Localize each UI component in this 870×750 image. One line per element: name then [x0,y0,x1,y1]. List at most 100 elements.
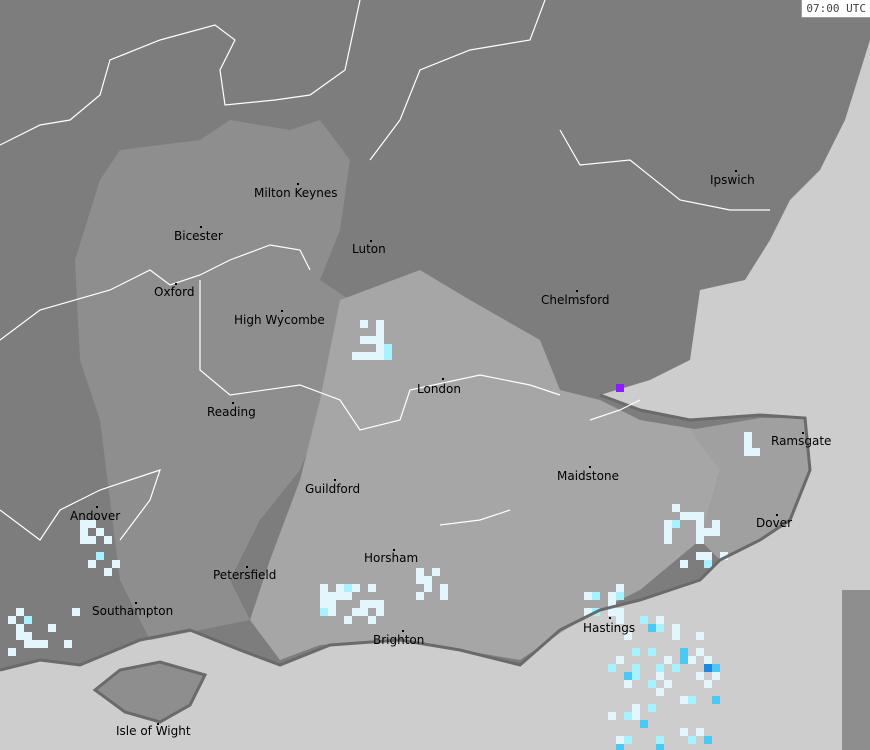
city-label[interactable]: Brighton [373,633,425,647]
city-label[interactable]: Guildford [305,482,361,496]
city-label[interactable]: Chelmsford [541,293,610,307]
city-marker-icon [609,617,611,619]
radar-pixel [656,664,664,672]
radar-pixel [584,592,592,600]
city-marker-icon [589,466,591,468]
radar-pixel [656,688,664,696]
city-label[interactable]: Ipswich [710,173,755,187]
radar-pixel [704,552,712,560]
city-label[interactable]: Reading [207,405,256,419]
city-label[interactable]: London [417,382,461,396]
radar-pixel [664,520,672,528]
radar-pixel [360,336,368,344]
radar-pixel [704,656,712,664]
city-label[interactable]: Isle of Wight [116,724,191,738]
city-label[interactable]: Maidstone [557,469,619,483]
city-marker-icon [96,506,98,508]
radar-pixel [328,608,336,616]
radar-pixel [360,608,368,616]
radar-pixel [656,616,664,624]
radar-pixel [80,536,88,544]
radar-pixel [712,664,720,672]
radar-pixel [664,536,672,544]
radar-pixel [672,624,680,632]
city-label[interactable]: Oxford [154,285,195,299]
radar-pixel [608,712,616,720]
city-label[interactable]: Andover [70,509,121,523]
radar-pixel [616,384,624,392]
city-label[interactable]: Ramsgate [771,434,832,448]
radar-pixel [744,448,752,456]
radar-pixel [352,584,360,592]
radar-pixel [680,728,688,736]
city-label[interactable]: Southampton [92,604,174,618]
radar-pixel [328,592,336,600]
city-label[interactable]: Milton Keynes [254,186,338,200]
radar-pixel [688,736,696,744]
radar-pixel [616,744,624,750]
city-marker-icon [370,240,372,242]
radar-pixel [384,344,392,352]
radar-pixel [688,656,696,664]
radar-pixel [672,632,680,640]
city-label[interactable]: High Wycombe [234,313,325,327]
city-marker-icon [232,402,234,404]
radar-pixel [440,592,448,600]
radar-pixel [368,584,376,592]
city-marker-icon [735,170,737,172]
radar-pixel [416,568,424,576]
city-marker-icon [175,283,177,285]
city-label[interactable]: Bicester [174,229,223,243]
radar-pixel [632,704,640,712]
radar-pixel [16,624,24,632]
land-light-south [250,270,720,660]
radar-echoes [8,320,760,750]
radar-pixel [352,352,360,360]
city-label[interactable]: Petersfield [213,568,277,582]
radar-pixel [376,328,384,336]
radar-pixel [320,608,328,616]
radar-pixel [752,448,760,456]
city-marker-icon [246,566,248,568]
continent-edge [842,590,870,750]
radar-pixel [664,656,672,664]
city-label[interactable]: Horsham [364,551,419,565]
city-marker-icon [402,630,404,632]
radar-pixel [648,704,656,712]
city-label[interactable]: Hastings [583,621,636,635]
radar-pixel [696,552,704,560]
radar-pixel [696,512,704,520]
city-marker-icon [393,549,395,551]
radar-pixel [376,344,384,352]
radar-pixel [688,696,696,704]
radar-pixel [360,320,368,328]
radar-pixel [616,616,624,624]
radar-pixel [720,552,728,560]
city-marker-icon [576,290,578,292]
radar-pixel [320,592,328,600]
radar-pixel [616,656,624,664]
radar-pixel [16,608,24,616]
radar-pixel [624,672,632,680]
radar-pixel [88,560,96,568]
radar-pixel [416,576,424,584]
timestamp-label: 07:00 UTC [801,0,870,18]
radar-pixel [96,528,104,536]
radar-pixel [664,680,672,688]
radar-pixel [416,592,424,600]
radar-pixel [376,352,384,360]
radar-pixel [88,536,96,544]
radar-pixel [696,672,704,680]
radar-pixel [624,712,632,720]
radar-pixel [672,520,680,528]
city-marker-icon [802,432,804,434]
city-label[interactable]: Dover [756,516,792,530]
radar-pixel [80,520,88,528]
city-label[interactable]: Luton [352,242,386,256]
radar-pixel [696,520,704,528]
coastline [0,393,812,672]
radar-pixel [656,624,664,632]
radar-pixel [432,568,440,576]
radar-pixel [712,672,720,680]
